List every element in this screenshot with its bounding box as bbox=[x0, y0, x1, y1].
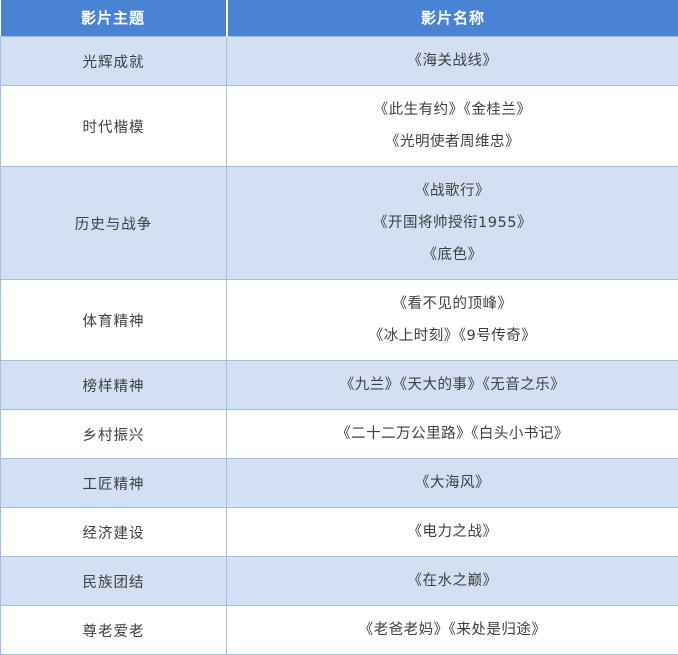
table-row: 光辉成就《海关战线》 bbox=[1, 37, 678, 86]
cell-titles: 《二十二万公里路》《白头小书记》 bbox=[227, 410, 678, 459]
table-row: 民族团结《在水之巅》 bbox=[1, 557, 678, 606]
film-title-line: 《开国将帅授衔1955》 bbox=[233, 208, 672, 238]
cell-theme: 民族团结 bbox=[1, 557, 227, 606]
table-row: 经济建设《电力之战》 bbox=[1, 508, 678, 557]
cell-theme: 经济建设 bbox=[1, 508, 227, 557]
table-row: 历史与战争《战歌行》《开国将帅授衔1955》《底色》 bbox=[1, 167, 678, 280]
table-row: 尊老爱老《老爸老妈》《来处是归途》 bbox=[1, 606, 678, 655]
table-row: 榜样精神《九兰》《天大的事》《无音之乐》 bbox=[1, 361, 678, 410]
cell-theme: 时代楷模 bbox=[1, 86, 227, 167]
film-title-line: 《看不见的顶峰》 bbox=[233, 289, 672, 319]
cell-theme: 体育精神 bbox=[1, 280, 227, 361]
film-title-line: 《老爸老妈》《来处是归途》 bbox=[233, 615, 672, 645]
cell-titles: 《老爸老妈》《来处是归途》 bbox=[227, 606, 678, 655]
film-title-line: 《大海风》 bbox=[233, 468, 672, 498]
cell-titles: 《在水之巅》 bbox=[227, 557, 678, 606]
film-title-line: 《九兰》《天大的事》《无音之乐》 bbox=[233, 370, 672, 400]
cell-titles: 《电力之战》 bbox=[227, 508, 678, 557]
table-body: 光辉成就《海关战线》时代楷模《此生有约》《金桂兰》《光明使者周维忠》历史与战争《… bbox=[1, 37, 678, 655]
cell-titles: 《九兰》《天大的事》《无音之乐》 bbox=[227, 361, 678, 410]
table-header: 影片主题 影片名称 bbox=[1, 0, 678, 37]
film-title-line: 《底色》 bbox=[233, 240, 672, 270]
cell-titles: 《海关战线》 bbox=[227, 37, 678, 86]
cell-titles: 《大海风》 bbox=[227, 459, 678, 508]
column-header-theme: 影片主题 bbox=[1, 0, 227, 37]
column-header-titles: 影片名称 bbox=[227, 0, 678, 37]
cell-titles: 《看不见的顶峰》《冰上时刻》《9号传奇》 bbox=[227, 280, 678, 361]
cell-titles: 《战歌行》《开国将帅授衔1955》《底色》 bbox=[227, 167, 678, 280]
film-title-line: 《二十二万公里路》《白头小书记》 bbox=[233, 419, 672, 449]
cell-theme: 历史与战争 bbox=[1, 167, 227, 280]
film-title-line: 《战歌行》 bbox=[233, 176, 672, 206]
film-title-line: 《电力之战》 bbox=[233, 517, 672, 547]
table-row: 乡村振兴《二十二万公里路》《白头小书记》 bbox=[1, 410, 678, 459]
table-row: 时代楷模《此生有约》《金桂兰》《光明使者周维忠》 bbox=[1, 86, 678, 167]
cell-theme: 乡村振兴 bbox=[1, 410, 227, 459]
film-title-line: 《海关战线》 bbox=[233, 46, 672, 76]
film-title-line: 《在水之巅》 bbox=[233, 566, 672, 596]
cell-theme: 工匠精神 bbox=[1, 459, 227, 508]
film-title-line: 《光明使者周维忠》 bbox=[233, 127, 672, 157]
cell-titles: 《此生有约》《金桂兰》《光明使者周维忠》 bbox=[227, 86, 678, 167]
film-title-line: 《冰上时刻》《9号传奇》 bbox=[233, 321, 672, 351]
cell-theme: 榜样精神 bbox=[1, 361, 227, 410]
film-title-line: 《此生有约》《金桂兰》 bbox=[233, 95, 672, 125]
table-row: 工匠精神《大海风》 bbox=[1, 459, 678, 508]
cell-theme: 尊老爱老 bbox=[1, 606, 227, 655]
table-header-row: 影片主题 影片名称 bbox=[1, 0, 678, 37]
cell-theme: 光辉成就 bbox=[1, 37, 227, 86]
table-row: 体育精神《看不见的顶峰》《冰上时刻》《9号传奇》 bbox=[1, 280, 678, 361]
